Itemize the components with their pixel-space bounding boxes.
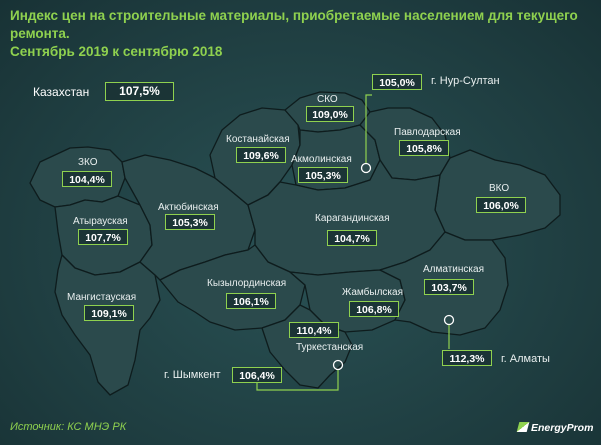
page-title: Индекс цен на строительные материалы, пр…: [10, 7, 595, 61]
energyprom-logo-icon: [516, 422, 530, 432]
region-value-akmola: 105,3%: [298, 167, 348, 183]
region-mangystau: [54, 254, 161, 396]
region-label-turkestan: Туркестанская: [296, 342, 364, 353]
source-note: Источник: КС МНЭ РК: [10, 421, 127, 433]
city-label-nur-sultan: г. Нур-Султан: [431, 75, 500, 87]
energyprom-logo: EnergyProm: [516, 422, 594, 434]
region-value-zhambyl: 106,8%: [349, 301, 399, 317]
region-value-kyzylorda: 106,1%: [226, 293, 276, 309]
region-label-kostanay: Костанайская: [226, 134, 290, 145]
region-turkestan: [261, 304, 353, 389]
region-label-akmola: Акмолинская: [291, 154, 352, 165]
region-label-zko: ЗКО: [78, 157, 98, 168]
region-label-vko: ВКО: [489, 183, 510, 194]
logo-text: EnergyProm: [531, 422, 594, 434]
region-value-pavlodar: 105,8%: [399, 140, 449, 156]
city-label-almaty: г. Алматы: [501, 353, 550, 365]
city-value-nur-sultan: 105,0%: [372, 74, 422, 90]
region-label-sko: СКО: [317, 94, 338, 105]
city-value-almaty: 112,3%: [442, 350, 492, 366]
almaty-marker-icon: [443, 314, 455, 326]
region-vko: [434, 149, 561, 241]
region-value-aktobe: 105,3%: [165, 214, 215, 230]
region-label-almaty: Алматинская: [423, 264, 484, 275]
nur-sultan-leader-line: [365, 94, 372, 163]
region-value-almaty: 103,7%: [424, 279, 474, 295]
city-label-shymkent: г. Шымкент: [164, 369, 221, 381]
region-value-kostanay: 109,6%: [236, 147, 286, 163]
region-label-atyrau: Атырауская: [73, 216, 128, 227]
nur-sultan-marker-icon: [360, 162, 372, 174]
region-value-atyrau: 107,7%: [78, 229, 128, 245]
region-label-karaganda: Карагандинская: [315, 213, 390, 224]
region-value-karaganda: 104,7%: [327, 230, 377, 246]
title-line-1: Индекс цен на строительные материалы, пр…: [10, 8, 578, 41]
city-value-shymkent: 106,4%: [232, 367, 282, 383]
shymkent-marker-icon: [332, 359, 344, 371]
region-label-pavlodar: Павлодарская: [394, 127, 461, 138]
region-value-mangystau: 109,1%: [84, 305, 134, 321]
region-label-aktobe: Актюбинская: [158, 202, 219, 213]
region-label-zhambyl: Жамбылская: [342, 287, 403, 298]
region-value-vko: 106,0%: [476, 197, 526, 213]
title-line-2: Сентябрь 2019 к сентябрю 2018: [10, 44, 223, 59]
region-label-mangystau: Мангистауская: [67, 292, 137, 303]
region-label-kyzylorda: Кызылординская: [207, 278, 287, 289]
shymkent-leader-line: [256, 370, 339, 391]
region-value-sko: 109,0%: [306, 106, 354, 122]
region-value-turkestan: 110,4%: [289, 322, 339, 338]
country-label: Казахстан: [33, 85, 90, 99]
country-value: 107,5%: [105, 82, 174, 101]
region-value-zko: 104,4%: [62, 171, 112, 187]
